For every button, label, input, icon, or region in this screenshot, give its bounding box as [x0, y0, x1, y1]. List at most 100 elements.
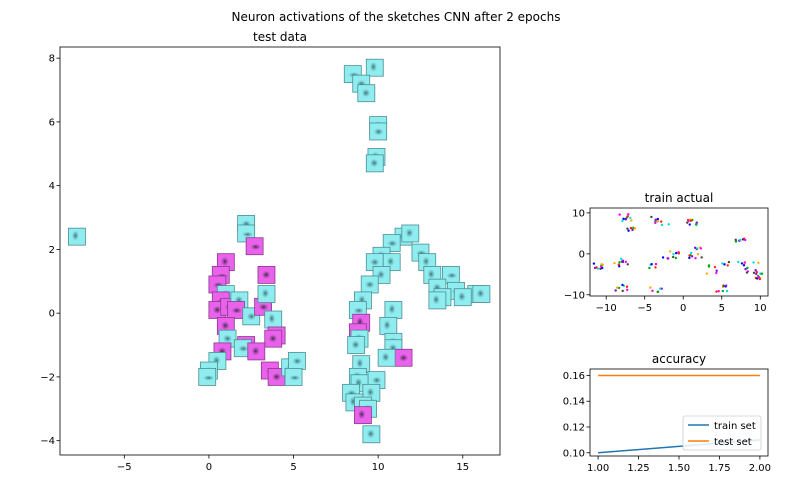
train-point — [760, 272, 764, 275]
train-point — [600, 263, 603, 266]
train-point — [666, 257, 670, 260]
train-point — [734, 240, 738, 243]
sketch-thumbnail-point — [264, 329, 283, 348]
train-point — [668, 250, 672, 253]
train-point — [699, 247, 703, 250]
accuracy-xtick-label: 1.50 — [668, 463, 690, 474]
train-point — [694, 222, 698, 226]
train-point — [754, 269, 757, 272]
train-point — [656, 290, 660, 293]
train-point — [725, 289, 729, 293]
train-point — [721, 262, 724, 265]
train-point — [742, 264, 746, 267]
train-point — [740, 262, 744, 265]
train-point — [626, 215, 629, 218]
train-point — [739, 238, 742, 242]
train-actual-title: train actual — [645, 191, 714, 205]
sketch-thumbnail-point — [379, 317, 398, 335]
train-point — [686, 221, 689, 224]
train-point — [659, 220, 663, 223]
sketch-thumbnail-point — [288, 352, 306, 370]
train-point — [721, 289, 725, 293]
train-point — [715, 290, 718, 293]
train-point — [722, 284, 725, 287]
test-data-ytick-label: 6 — [49, 117, 55, 128]
sketch-thumbnail-point — [365, 154, 384, 173]
test-data-xtick-label: −5 — [117, 462, 132, 473]
train-point — [631, 228, 634, 232]
train-point — [757, 275, 761, 279]
train-point — [654, 221, 657, 225]
train-point — [622, 217, 625, 221]
sketch-thumbnail-point — [453, 288, 472, 307]
train-point — [654, 218, 658, 221]
train-point — [717, 290, 720, 293]
train-point — [624, 260, 628, 264]
accuracy-frame — [589, 368, 769, 457]
train-point — [621, 289, 624, 293]
sketch-thumbnail-point — [354, 406, 372, 425]
train-point — [715, 271, 718, 275]
train-point — [726, 264, 729, 267]
train-point — [745, 271, 749, 274]
train-point — [658, 287, 662, 290]
train-point — [629, 226, 633, 230]
accuracy-ytick-label: 0.16 — [563, 371, 585, 382]
sketch-thumbnail-point — [68, 227, 86, 246]
sketch-thumbnail-point — [369, 122, 388, 141]
train-point — [614, 289, 617, 292]
train-point — [677, 252, 681, 255]
train-point — [724, 284, 728, 287]
train-point — [618, 261, 621, 264]
train-point — [693, 246, 697, 250]
train-point — [618, 265, 621, 268]
train-point — [694, 257, 697, 260]
sketch-thumbnail-point — [365, 58, 384, 77]
train-point — [648, 266, 651, 270]
train-point — [756, 277, 759, 280]
test-data-ytick-label: 0 — [49, 309, 55, 320]
train-point — [650, 263, 653, 266]
train-point — [758, 277, 762, 281]
train-point — [613, 261, 616, 265]
train-point — [689, 251, 693, 255]
sketch-thumbnail-point — [264, 310, 283, 329]
accuracy-ytick-label: 0.12 — [563, 423, 585, 434]
train-point — [755, 272, 758, 276]
sketch-thumbnail-point — [401, 224, 420, 243]
train-point — [621, 259, 625, 263]
train-point — [752, 261, 755, 264]
train-point — [746, 266, 749, 270]
test-data-xtick-label: 0 — [206, 462, 212, 473]
accuracy-xtick-label: 1.00 — [587, 463, 609, 474]
train-point — [626, 288, 629, 292]
train-point — [654, 262, 658, 266]
train-point — [618, 213, 621, 216]
sketch-thumbnail-point — [267, 368, 286, 386]
train-point — [630, 219, 633, 222]
test-data-xtick-label: 10 — [372, 462, 385, 473]
test-data-xtick-label: 15 — [456, 462, 469, 473]
train-actual-xtick-label: 10 — [754, 303, 767, 314]
train-point — [723, 263, 726, 266]
train-point — [696, 253, 700, 256]
test-data-xtick-label: 5 — [290, 462, 296, 473]
train-point — [660, 223, 664, 227]
train-point — [656, 217, 660, 221]
train-point — [727, 260, 731, 264]
test-data-ytick-label: −4 — [40, 436, 55, 447]
accuracy-legend: train set test set — [682, 415, 762, 451]
train-point — [620, 257, 623, 261]
test-data-points — [68, 58, 491, 444]
accuracy-xtick-label: 2.00 — [749, 463, 771, 474]
train-point — [627, 229, 630, 232]
accuracy-xtick-label: 1.75 — [708, 463, 730, 474]
train-point — [626, 227, 629, 230]
train-actual-xtick-label: −5 — [637, 303, 652, 314]
sketch-thumbnail-point — [472, 285, 491, 303]
test-data-ytick-label: −2 — [40, 372, 55, 383]
train-actual-ytick-label: −10 — [564, 290, 585, 301]
accuracy-axes: accuracy 1.00 1.25 1.50 1.75 2.00 0.10 0.12 0.1… — [563, 352, 771, 474]
test-data-ytick-label: 4 — [49, 181, 55, 192]
